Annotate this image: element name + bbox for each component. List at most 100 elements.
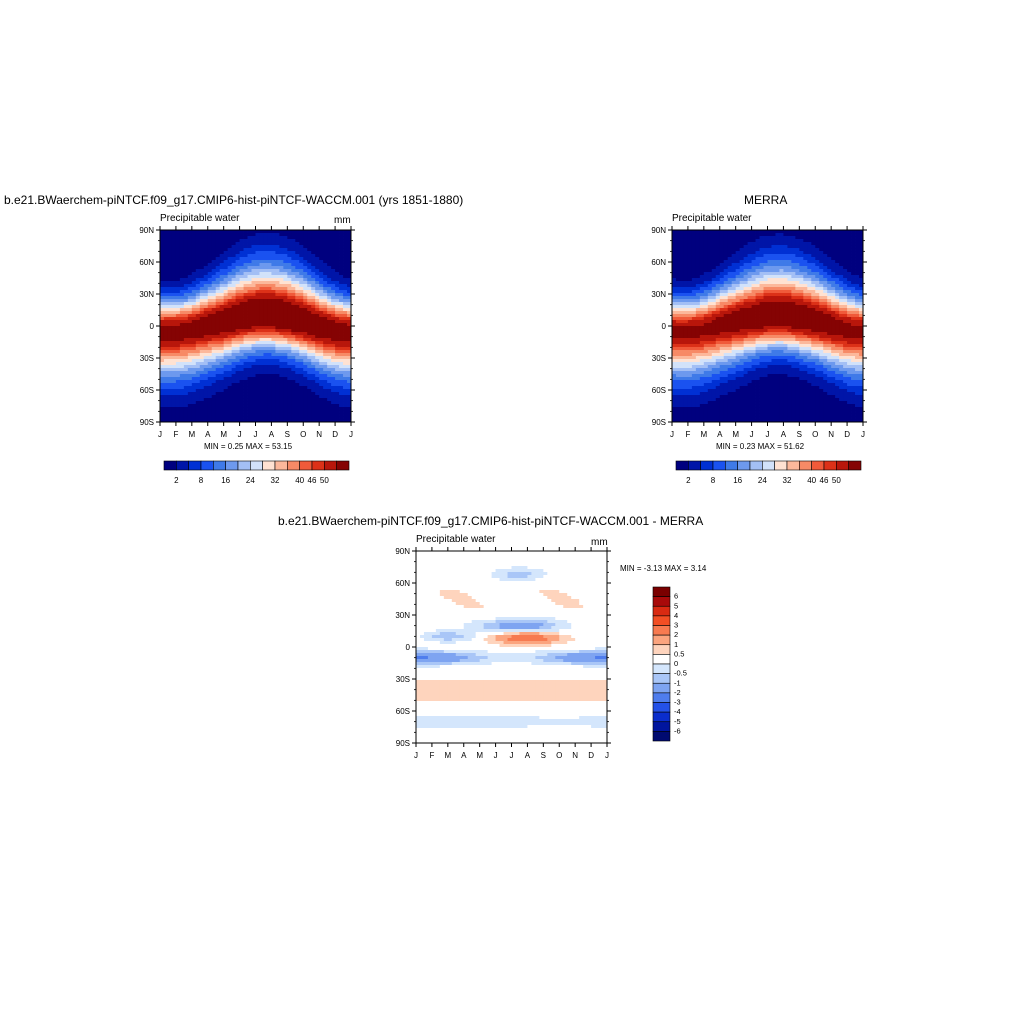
- lat-tick-label: 0: [662, 322, 667, 331]
- month-tick-label: J: [158, 430, 162, 439]
- month-tick-label: F: [429, 751, 434, 760]
- month-tick-label: A: [717, 430, 723, 439]
- colorbar-label: -4: [674, 707, 681, 716]
- colorbar-swatch: [652, 644, 671, 655]
- lat-tick-label: 90S: [396, 739, 410, 748]
- colorbar-label: 2: [174, 476, 179, 485]
- colorbar-swatch: [652, 586, 671, 597]
- lat-tick-label: 30N: [395, 611, 410, 620]
- lat-tick-label: 60S: [652, 386, 666, 395]
- month-tick-label: F: [685, 430, 690, 439]
- colorbar-label: 0: [674, 659, 678, 668]
- colorbar-label: 8: [711, 476, 716, 485]
- month-tick-label: J: [349, 430, 353, 439]
- colorbar-label: -6: [674, 726, 681, 735]
- lat-tick-label: 60S: [140, 386, 154, 395]
- colorbar-label: -3: [674, 698, 681, 707]
- month-tick-label: M: [188, 430, 195, 439]
- colorbar-label: 6: [674, 592, 678, 601]
- colorbar-swatch: [652, 634, 671, 646]
- heatmap-cells: [672, 230, 864, 423]
- month-tick-label: A: [525, 751, 531, 760]
- stats-obs: MIN = 0.23 MAX = 51.62: [716, 442, 805, 451]
- colorbar-swatch: [848, 460, 862, 471]
- left-string-diff: Precipitable water: [416, 534, 496, 545]
- panel-title-diff: b.e21.BWaerchem-piNTCF.f09_g17.CMIP6-his…: [278, 514, 704, 528]
- month-tick-label: N: [316, 430, 322, 439]
- colorbar-swatch: [823, 460, 837, 471]
- panel-title-model: b.e21.BWaerchem-piNTCF.f09_g17.CMIP6-his…: [4, 193, 464, 207]
- colorbar-swatch: [262, 460, 276, 471]
- colorbar-label: 50: [320, 476, 329, 485]
- colorbar-swatch: [287, 460, 300, 471]
- month-tick-label: J: [510, 751, 514, 760]
- colorbar-swatch: [811, 460, 825, 471]
- month-tick-label: J: [766, 430, 770, 439]
- month-tick-label: D: [844, 430, 850, 439]
- heatmap-cells: [160, 230, 352, 423]
- colorbar-label: 5: [674, 601, 678, 610]
- month-tick-label: M: [444, 751, 451, 760]
- colorbar-swatch: [774, 460, 788, 471]
- colorbar-swatch: [652, 692, 671, 703]
- colorbar-label: -1: [674, 678, 681, 687]
- colorbar-swatch: [250, 460, 263, 471]
- colorbar-swatch: [311, 460, 325, 471]
- colorbar-label: 24: [246, 476, 255, 485]
- lat-tick-label: 60S: [396, 707, 410, 716]
- lat-tick-label: 90N: [139, 226, 154, 235]
- lat-tick-label: 30N: [651, 290, 666, 299]
- colorbar-label: 16: [221, 476, 230, 485]
- colorbar-swatch: [836, 460, 849, 471]
- month-tick-label: S: [541, 751, 546, 760]
- left-string-model: Precipitable water: [160, 213, 240, 224]
- month-tick-label: J: [670, 430, 674, 439]
- colorbar-swatch: [336, 460, 350, 471]
- colorbar-label: -0.5: [674, 669, 687, 678]
- colorbar-swatch: [652, 673, 671, 684]
- month-tick-label: J: [414, 751, 418, 760]
- right-string-diff: mm: [591, 537, 608, 548]
- month-tick-label: D: [588, 751, 594, 760]
- month-tick-label: M: [476, 751, 483, 760]
- colorbar-label: 24: [758, 476, 767, 485]
- lat-tick-label: 90S: [140, 418, 154, 427]
- month-tick-label: O: [556, 751, 562, 760]
- lat-tick-label: 30S: [140, 354, 154, 363]
- month-tick-label: D: [332, 430, 338, 439]
- colorbar-label: 3: [674, 621, 678, 630]
- month-tick-label: A: [461, 751, 467, 760]
- month-tick-label: M: [732, 430, 739, 439]
- lat-tick-label: 0: [406, 643, 411, 652]
- colorbar-label: 46: [308, 476, 317, 485]
- month-tick-label: O: [300, 430, 306, 439]
- colorbar-swatch: [163, 460, 177, 471]
- colorbar-label: 32: [783, 476, 792, 485]
- month-tick-label: J: [605, 751, 609, 760]
- lat-tick-label: 60N: [651, 258, 666, 267]
- colorbar-label: 0.5: [674, 649, 684, 658]
- colorbar-swatch: [652, 605, 671, 617]
- lat-tick-label: 30N: [139, 290, 154, 299]
- month-tick-label: M: [700, 430, 707, 439]
- month-tick-label: J: [254, 430, 258, 439]
- colorbar-label: -5: [674, 717, 681, 726]
- month-tick-label: M: [220, 430, 227, 439]
- lat-tick-label: 60N: [139, 258, 154, 267]
- colorbar-swatch: [652, 721, 671, 732]
- lat-tick-label: 90N: [651, 226, 666, 235]
- colorbar-swatch: [652, 711, 671, 723]
- colorbar-swatch: [652, 663, 671, 674]
- lat-tick-label: 90S: [652, 418, 666, 427]
- colorbar-label: 16: [733, 476, 742, 485]
- stats-model: MIN = 0.25 MAX = 53.15: [204, 442, 293, 451]
- colorbar-swatch: [652, 615, 671, 626]
- colorbar-swatch: [712, 460, 726, 471]
- colorbar-swatch: [652, 625, 671, 636]
- colorbar-swatch: [652, 682, 671, 694]
- month-tick-label: F: [173, 430, 178, 439]
- colorbar-swatch: [274, 460, 288, 471]
